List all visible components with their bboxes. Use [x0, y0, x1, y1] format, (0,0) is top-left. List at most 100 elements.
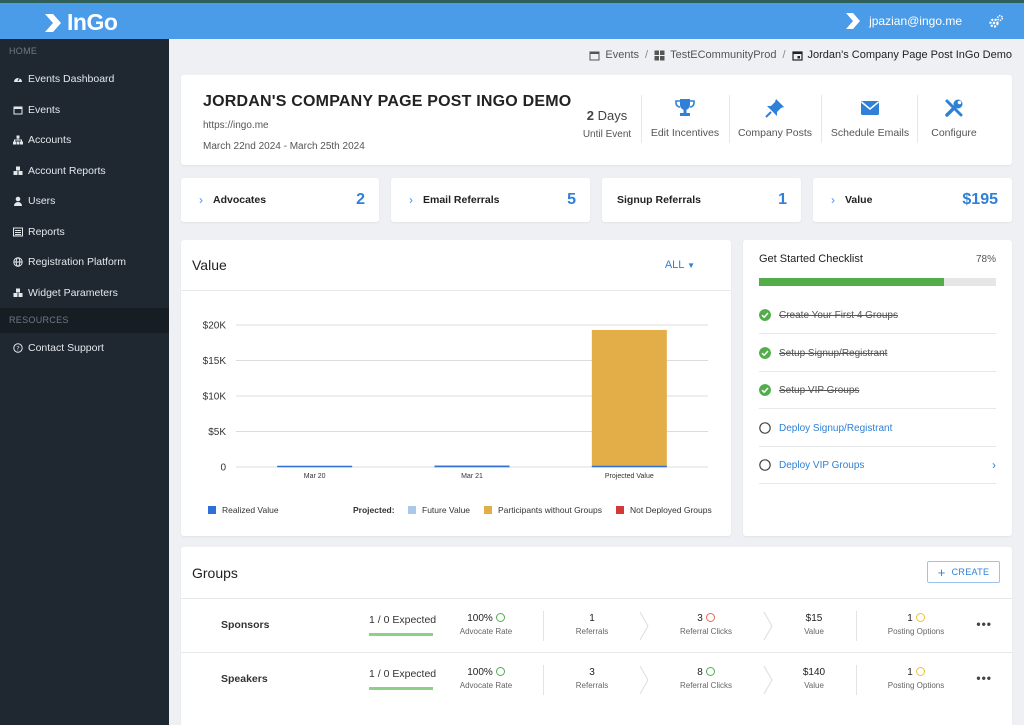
stat-value: $195 — [962, 191, 998, 208]
sidebar-item-reports[interactable]: Reports — [0, 217, 169, 248]
value-value: $140 — [802, 667, 826, 678]
checklist-item[interactable]: Setup VIP Groups — [759, 372, 996, 409]
sidebar-item-label: Events — [28, 103, 61, 116]
checklist-item[interactable]: Deploy VIP Groups › — [759, 447, 996, 484]
stat-advocates[interactable]: › Advocates 2 — [181, 178, 379, 222]
group-row[interactable]: Speakers 1 / 0 Expected 100% Advocate Ra… — [181, 652, 1012, 706]
breadcrumb-community[interactable]: TestECommunityProd — [670, 49, 777, 61]
caret-down-icon: ▼ — [687, 261, 695, 270]
ingo-logo-icon — [45, 13, 61, 32]
referral-clicks-label: Referral Clicks — [679, 627, 732, 636]
sidebar-item-account-reports[interactable]: Account Reports — [0, 156, 169, 187]
checklist-item[interactable]: Setup Signup/Registrant — [759, 335, 996, 372]
legend-label: Future Value — [422, 505, 471, 515]
edit-incentives-button[interactable]: Edit Incentives — [649, 97, 721, 139]
create-label: CREATE — [951, 567, 990, 577]
chevron-separator-icon — [763, 611, 773, 641]
advocate-rate-value: 100% — [467, 667, 493, 678]
user-icon — [14, 196, 22, 207]
calendar-icon — [13, 106, 23, 115]
more-options-icon[interactable]: ••• — [976, 617, 992, 631]
event-title: JORDAN'S COMPANY PAGE POST INGO DEMO — [203, 93, 572, 110]
envelope-icon — [861, 101, 879, 115]
empty-circle-icon — [759, 422, 771, 434]
list-icon — [13, 227, 23, 237]
referrals-label: Referrals — [575, 681, 609, 690]
sidebar-item-contact-support[interactable]: ? Contact Support — [0, 333, 169, 364]
breadcrumb-events[interactable]: Events — [605, 49, 640, 61]
referrals-value: 1 — [589, 613, 595, 624]
legend-swatch — [408, 506, 416, 514]
posting-options-cell: 1 Posting Options — [875, 613, 957, 636]
company-posts-button[interactable]: Company Posts — [737, 97, 813, 139]
group-expected: 1 / 0 Expected — [369, 614, 437, 626]
stat-label: Signup Referrals — [617, 194, 702, 206]
cubes-icon — [13, 166, 23, 175]
configure-button[interactable]: Configure — [925, 97, 983, 139]
sidebar-item-users[interactable]: Users — [0, 186, 169, 217]
groups-panel: Groups + CREATE Sponsors 1 / 0 Expected … — [181, 547, 1012, 725]
legend-realized: Realized Value — [208, 505, 279, 515]
x-tick-label: Mar 21 — [461, 473, 483, 480]
event-url[interactable]: https://ingo.me — [203, 120, 269, 131]
calendar-icon — [589, 51, 600, 60]
sitemap-icon — [13, 135, 23, 145]
filter-dropdown[interactable]: ALL ▼ — [665, 259, 695, 271]
days-word: Days — [597, 108, 628, 123]
referrals-value: 3 — [589, 667, 595, 678]
breadcrumb: Events / TestECommunityProd / Jordan's C… — [589, 49, 1012, 61]
logo[interactable]: InGo — [42, 9, 118, 36]
divider — [543, 665, 544, 695]
neutral-face-icon — [915, 667, 925, 676]
stat-value[interactable]: › Value $195 — [813, 178, 1012, 222]
grid-icon — [654, 50, 665, 60]
svg-text:?: ? — [16, 345, 19, 353]
schedule-emails-button[interactable]: Schedule Emails — [829, 97, 911, 139]
event-dates: March 22nd 2024 - March 25th 2024 — [203, 141, 365, 152]
stat-email-referrals[interactable]: › Email Referrals 5 — [391, 178, 590, 222]
referral-clicks-cell: 8 Referral Clicks — [667, 667, 745, 690]
neutral-face-icon — [915, 613, 925, 622]
checklist-item-label: Setup VIP Groups — [779, 384, 860, 396]
divider — [917, 95, 918, 143]
divider — [856, 665, 857, 695]
referral-clicks-cell: 3 Referral Clicks — [667, 613, 745, 636]
advocate-rate-cell: 100% Advocate Rate — [449, 613, 523, 636]
advocate-rate-cell: 100% Advocate Rate — [449, 667, 523, 690]
create-group-button[interactable]: + CREATE — [927, 561, 1000, 583]
sidebar-item-widget-parameters[interactable]: Widget Parameters — [0, 278, 169, 309]
sidebar-item-events[interactable]: Events — [0, 95, 169, 126]
sidebar-item-label: Registration Platform — [28, 256, 127, 269]
more-options-icon[interactable]: ••• — [976, 671, 992, 685]
chevron-right-icon[interactable]: › — [992, 458, 996, 472]
value-panel: Value ALL ▼ 0 $5K $10K $15K $20K Mar 20 Mar 21… — [181, 240, 731, 536]
days-until-event: 2 Days Until Event — [579, 108, 635, 140]
breadcrumb-separator: / — [782, 49, 786, 61]
settings-gear-icon[interactable] — [988, 14, 1004, 30]
group-row[interactable]: Sponsors 1 / 0 Expected 100% Advocate Ra… — [181, 598, 1012, 652]
sidebar-item-accounts[interactable]: Accounts — [0, 125, 169, 156]
checklist-item-label: Deploy VIP Groups — [779, 459, 865, 471]
sidebar-item-label: Events Dashboard — [28, 73, 115, 86]
checklist-item[interactable]: Create Your First 4 Groups — [759, 297, 996, 334]
user-email: jpazian@ingo.me — [869, 14, 962, 28]
frown-icon — [705, 613, 715, 622]
group-name: Sponsors — [221, 619, 270, 631]
cubes-icon — [13, 288, 23, 297]
posting-options-label: Posting Options — [887, 681, 945, 690]
sidebar-item-label: Users — [28, 195, 56, 208]
checklist-item-label: Create Your First 4 Groups — [779, 309, 898, 321]
sidebar-item-registration-platform[interactable]: Registration Platform — [0, 247, 169, 278]
legend-swatch — [484, 506, 492, 514]
referrals-cell: 3 Referrals — [557, 667, 627, 690]
chevron-right-icon: › — [199, 193, 203, 207]
groups-title: Groups — [192, 565, 238, 581]
chevron-right-icon: › — [831, 193, 835, 207]
y-tick-label: $10K — [203, 392, 227, 403]
dashboard-icon — [14, 77, 22, 83]
sidebar-item-events-dashboard[interactable]: Events Dashboard — [0, 64, 169, 95]
value-label: Value — [804, 681, 824, 690]
checklist-item[interactable]: Deploy Signup/Registrant — [759, 410, 996, 447]
divider — [641, 95, 642, 143]
user-menu[interactable]: jpazian@ingo.me — [843, 11, 962, 31]
